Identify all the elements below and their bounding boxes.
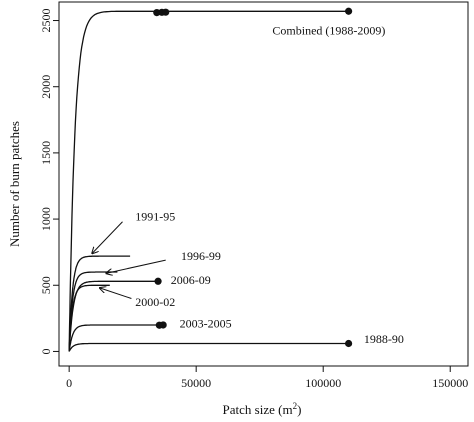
y-axis: 0 500 1000 1500 2000 2500 bbox=[39, 9, 59, 354]
y-tick-label-5: 2500 bbox=[39, 9, 53, 33]
series-line-3 bbox=[68, 280, 159, 352]
series-endpoint-6 bbox=[345, 339, 353, 348]
x-axis-title-end: ) bbox=[297, 402, 301, 417]
y-tick-label-2: 1000 bbox=[39, 207, 53, 231]
series-point-5-0 bbox=[155, 321, 163, 329]
y-tick-label-3: 1500 bbox=[39, 141, 53, 165]
series-line-2 bbox=[68, 271, 118, 352]
y-axis-title: Number of burn patches bbox=[7, 121, 22, 247]
annotation-label-0: Combined (1988-2009) bbox=[272, 24, 385, 38]
annotation-label-5: 2003-2005 bbox=[180, 317, 232, 331]
annotation-label-4: 2000-02 bbox=[135, 295, 175, 309]
x-axis-title: Patch size (m2) bbox=[223, 401, 302, 417]
y-tick-label-1: 500 bbox=[39, 276, 53, 294]
x-axis-title-main: Patch size (m bbox=[223, 402, 293, 417]
series-endpoint-0 bbox=[345, 7, 353, 15]
x-tick-label-2: 100000 bbox=[305, 376, 341, 390]
x-axis: 0 50000 100000 150000 bbox=[66, 366, 468, 390]
x-tick-label-3: 150000 bbox=[432, 376, 468, 390]
series-point-0-2 bbox=[162, 8, 170, 16]
x-tick-label-0: 0 bbox=[66, 376, 72, 390]
series-layer bbox=[68, 7, 353, 352]
y-tick-label-0: 0 bbox=[39, 348, 53, 354]
x-tick-label-1: 50000 bbox=[181, 376, 211, 390]
series-endpoint-3 bbox=[154, 277, 162, 285]
plot-area bbox=[58, 1, 469, 367]
annotation-label-6: 1988-90 bbox=[364, 332, 404, 346]
y-tick-label-4: 2000 bbox=[39, 75, 53, 99]
series-line-4 bbox=[68, 284, 110, 352]
annotation-arrow-1 bbox=[92, 221, 123, 254]
annotation-label-2: 1996-99 bbox=[181, 249, 221, 263]
annotation-label-3: 2006-09 bbox=[171, 273, 211, 287]
annotation-arrow-2 bbox=[106, 259, 166, 273]
annotation-layer: Combined (1988-2009) 1991-95 1996-99 2006-0… bbox=[92, 24, 404, 346]
x-axis-title-superscript: 2 bbox=[293, 401, 298, 411]
series-line-0 bbox=[68, 10, 349, 352]
series-line-6 bbox=[68, 342, 349, 352]
annotation-label-1: 1991-95 bbox=[135, 210, 175, 224]
series-point-0-0 bbox=[153, 8, 161, 17]
series-line-5 bbox=[68, 324, 164, 352]
annotation-arrow-4 bbox=[100, 288, 132, 299]
series-line-1 bbox=[68, 255, 131, 352]
